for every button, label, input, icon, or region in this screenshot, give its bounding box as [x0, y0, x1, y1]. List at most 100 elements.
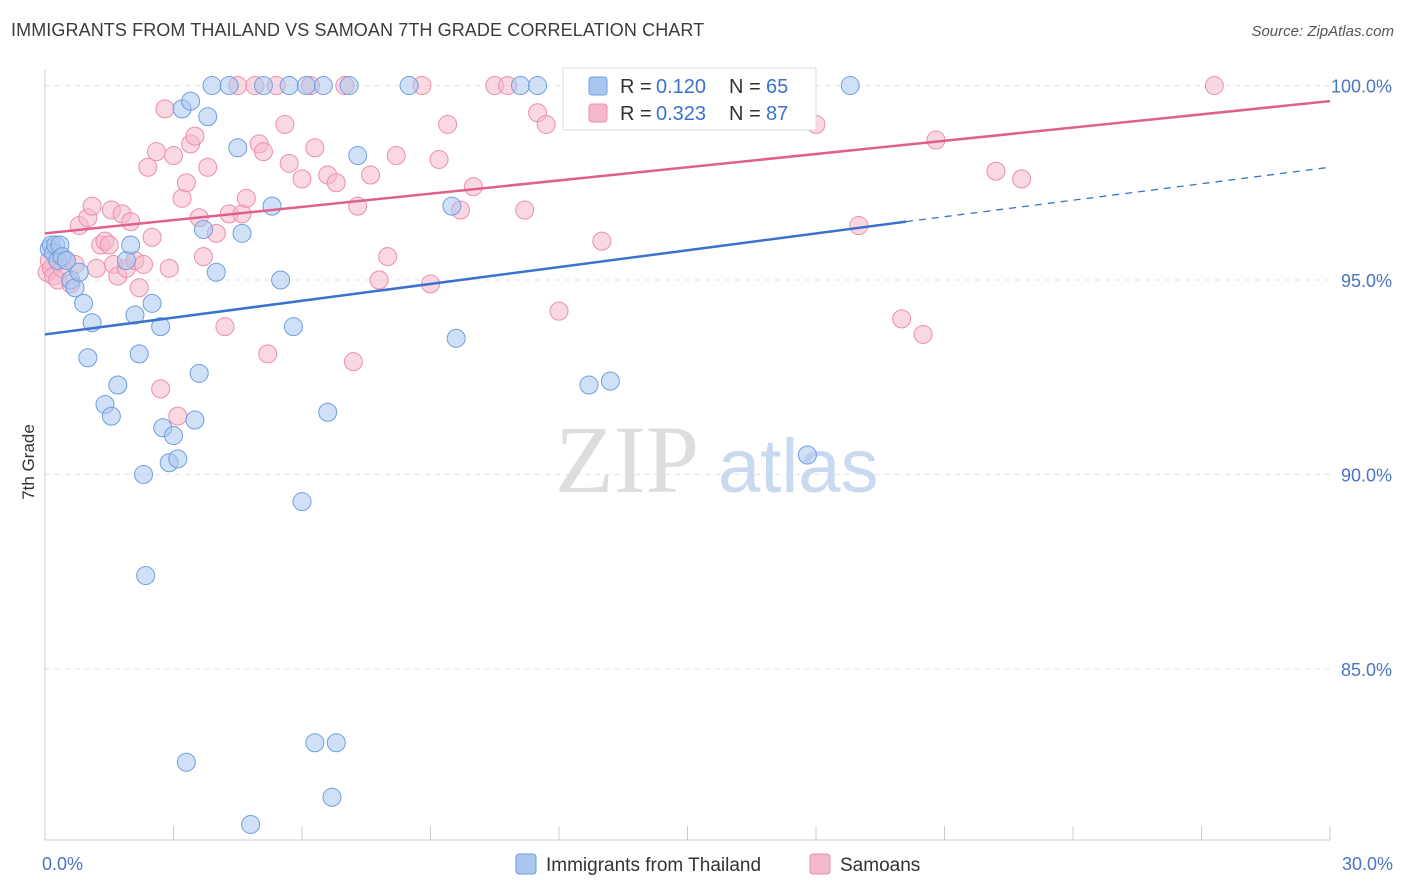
thailand-point-15	[101, 406, 121, 426]
samoans-point-76	[549, 301, 569, 321]
watermark: ZIP atlas	[555, 406, 879, 513]
thailand-point-36	[202, 76, 222, 96]
legend-bottom-swatch-thailand	[515, 853, 537, 875]
thailand-point-12	[78, 348, 98, 368]
samoans-point-49	[258, 344, 278, 364]
thailand-point-48	[296, 76, 316, 96]
samoans-point-11	[82, 196, 102, 216]
trend-line-thailand-extension	[905, 166, 1331, 223]
samoans-point-86	[1204, 76, 1224, 96]
trend-lines	[44, 99, 1331, 336]
samoans-point-24	[134, 254, 154, 274]
samoans-point-59	[343, 352, 363, 372]
samoans-point-23	[129, 278, 149, 298]
thailand-point-27	[164, 426, 183, 446]
stats-legend: R = 0.120 N = 65 R = 0.323 N = 87	[562, 67, 817, 131]
thailand-point-50	[313, 76, 333, 96]
samoans-point-63	[378, 247, 398, 267]
samoans-point-81	[892, 309, 912, 329]
thailand-point-57	[442, 196, 462, 216]
x-tick-label-1: 30.0%	[1342, 854, 1393, 874]
thailand-point-46	[283, 317, 303, 337]
y-tick-label-0: 100.0%	[1331, 77, 1392, 97]
stats-r-value-2: 0.323	[656, 103, 706, 125]
y-axis-label: 7th Grade	[19, 424, 38, 500]
samoans-point-48	[253, 142, 273, 162]
thailand-point-38	[219, 76, 239, 96]
thailand-point-32	[185, 410, 205, 430]
watermark-zip: ZIP	[555, 406, 699, 513]
stats-n-value-1: 65	[766, 76, 788, 98]
samoans-point-36	[185, 126, 205, 146]
thailand-point-28	[168, 449, 188, 469]
y-tick-label-2: 90.0%	[1341, 465, 1392, 485]
chart-title: IMMIGRANTS FROM THAILAND VS SAMOAN 7TH G…	[11, 20, 705, 40]
thailand-point-21	[134, 464, 154, 484]
thailand-point-35	[198, 107, 218, 127]
samoans-point-84	[986, 161, 1006, 181]
stats-n-label-2: N =	[729, 103, 761, 125]
legend-swatch-thailand	[588, 76, 608, 96]
trend-line-thailand	[44, 220, 907, 336]
samoans-point-25	[138, 157, 158, 177]
thailand-point-60	[528, 76, 548, 96]
series-samoans-points	[37, 76, 1224, 426]
samoans-point-32	[168, 406, 188, 426]
thailand-point-58	[446, 328, 466, 348]
samoans-point-28	[151, 379, 171, 399]
thailand-point-24	[151, 317, 171, 337]
samoans-point-61	[361, 165, 381, 185]
thailand-point-20	[129, 344, 149, 364]
thailand-point-37	[206, 262, 226, 282]
samoans-point-70	[463, 177, 483, 197]
thailand-point-53	[326, 733, 346, 753]
gridlines	[45, 85, 1330, 670]
thailand-point-11	[74, 293, 94, 313]
legend-swatch-samoans	[588, 103, 608, 123]
thailand-point-43	[262, 196, 282, 216]
samoans-point-39	[198, 157, 218, 177]
legend-item-samoans: Samoans	[840, 855, 920, 876]
thailand-point-49	[305, 733, 325, 753]
samoans-point-21	[121, 212, 141, 232]
thailand-point-64	[840, 76, 860, 96]
samoans-point-75	[536, 114, 556, 134]
thailand-point-45	[279, 76, 299, 96]
stats-r-label-2: R =	[620, 103, 652, 125]
y-tick-labels: 100.0% 95.0% 90.0% 85.0%	[1331, 77, 1392, 680]
thailand-point-34	[193, 219, 213, 239]
samoans-point-85	[1012, 169, 1032, 189]
samoans-point-62	[369, 270, 389, 290]
thailand-point-47	[292, 492, 312, 512]
samoans-point-67	[429, 149, 449, 169]
samoans-point-73	[515, 200, 535, 220]
thailand-point-51	[318, 402, 338, 422]
series-thailand-points	[39, 76, 860, 834]
source-label: Source: ZipAtlas.com	[1251, 23, 1394, 40]
x-tick-label-0: 0.0%	[42, 854, 83, 874]
samoans-point-64	[386, 146, 406, 166]
thailand-point-19	[125, 305, 145, 325]
thailand-point-62	[600, 371, 620, 391]
y-tick-label-3: 85.0%	[1341, 660, 1392, 680]
samoans-point-68	[438, 114, 458, 134]
thailand-point-63	[797, 445, 817, 465]
stats-n-label-1: N =	[729, 76, 761, 98]
samoans-point-53	[292, 169, 312, 189]
samoans-point-52	[279, 153, 299, 173]
thailand-point-33	[189, 363, 209, 383]
samoans-point-12	[86, 258, 106, 278]
thailand-point-39	[228, 138, 248, 158]
samoans-point-30	[159, 258, 179, 278]
samoans-point-55	[305, 138, 325, 158]
thailand-point-23	[142, 293, 162, 313]
thailand-point-31	[181, 91, 201, 111]
thailand-point-30	[176, 752, 196, 772]
samoans-point-34	[176, 173, 196, 193]
thailand-point-55	[348, 146, 368, 166]
stats-r-value-1: 0.120	[656, 76, 706, 98]
watermark-atlas: atlas	[718, 424, 879, 509]
samoans-point-31	[164, 146, 183, 166]
thailand-point-18	[121, 235, 141, 255]
